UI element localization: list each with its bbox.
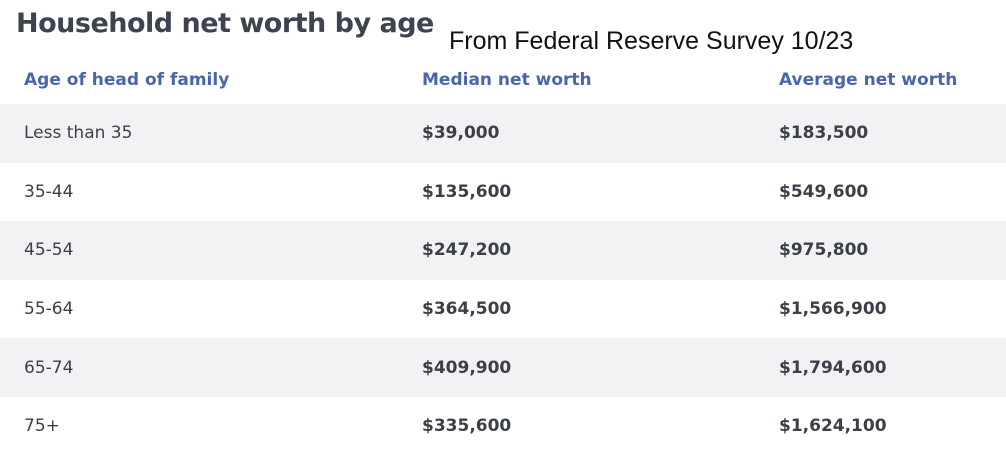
- average-cell: $975,800: [779, 240, 869, 261]
- average-cell: $183,500: [779, 123, 869, 144]
- net-worth-table: Age of head of family Median net worth A…: [0, 56, 1006, 456]
- table-row: Less than 35 $39,000 $183,500: [0, 104, 1006, 163]
- age-cell: 75+: [24, 416, 60, 437]
- age-cell: Less than 35: [24, 123, 133, 144]
- median-cell: $39,000: [422, 123, 500, 144]
- age-cell: 45-54: [24, 240, 74, 261]
- table-row: 75+ $335,600 $1,624,100: [0, 397, 1006, 456]
- median-cell: $335,600: [422, 416, 512, 437]
- median-cell: $247,200: [422, 240, 512, 261]
- median-cell: $364,500: [422, 299, 512, 320]
- column-header-median: Median net worth: [422, 70, 592, 90]
- table-row: 65-74 $409,900 $1,794,600: [0, 338, 1006, 397]
- table-header-row: Age of head of family Median net worth A…: [0, 56, 1006, 104]
- age-cell: 65-74: [24, 357, 74, 378]
- average-cell: $1,794,600: [779, 357, 887, 378]
- source-note: From Federal Reserve Survey 10/23: [449, 27, 854, 55]
- average-cell: $1,566,900: [779, 299, 887, 320]
- column-header-age: Age of head of family: [24, 70, 230, 90]
- median-cell: $409,900: [422, 357, 512, 378]
- table-row: 35-44 $135,600 $549,600: [0, 163, 1006, 222]
- median-cell: $135,600: [422, 181, 512, 202]
- table-row: 55-64 $364,500 $1,566,900: [0, 280, 1006, 339]
- table-row: 45-54 $247,200 $975,800: [0, 221, 1006, 280]
- column-header-average: Average net worth: [779, 70, 958, 90]
- age-cell: 55-64: [24, 299, 74, 320]
- age-cell: 35-44: [24, 181, 74, 202]
- page-title: Household net worth by age: [16, 8, 434, 39]
- average-cell: $549,600: [779, 181, 869, 202]
- average-cell: $1,624,100: [779, 416, 887, 437]
